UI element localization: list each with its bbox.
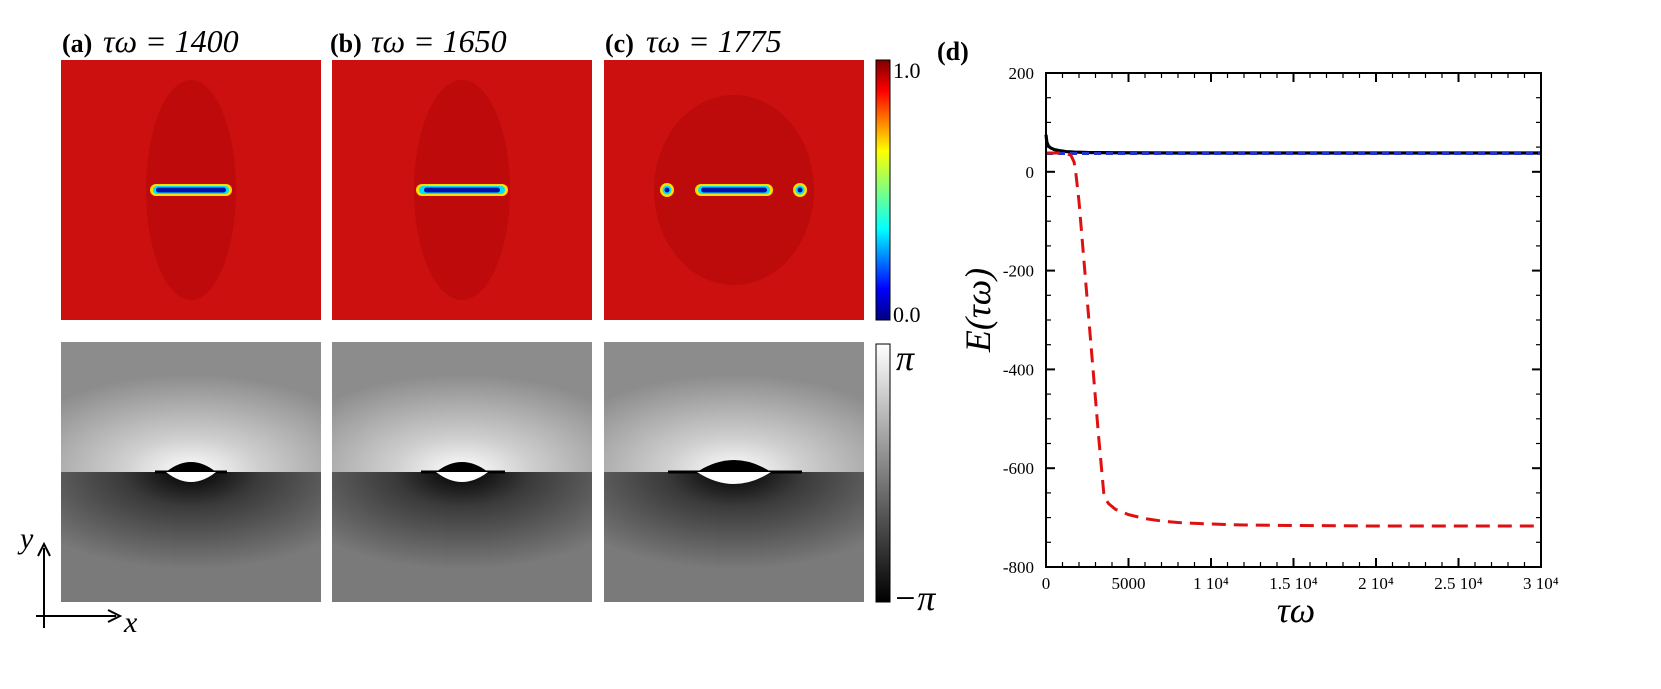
- x-tick-label: 0: [1042, 574, 1051, 593]
- panel-time-a: τω = 1400: [103, 23, 239, 59]
- panel-title-c: (c) τω = 1775: [605, 23, 782, 59]
- chart-x-axis-label: τω: [1277, 590, 1315, 630]
- chart-frame: [1045, 72, 1542, 568]
- y-tick-label: -400: [1003, 360, 1034, 379]
- coordinate-axes: y x: [17, 522, 138, 639]
- y-arrowhead: [37, 541, 51, 557]
- x-tick-label: 2 10⁴: [1358, 574, 1394, 593]
- density-map-b: [332, 60, 592, 320]
- panel-time-c: τω = 1775: [646, 23, 782, 59]
- x-arrowhead: [107, 609, 123, 623]
- density-colorbar-min: 0.0: [893, 302, 921, 327]
- phase-colorbar-max: π: [896, 338, 915, 378]
- panel-label-b: (b): [330, 29, 362, 58]
- phase-colorbar: π −π: [875, 338, 936, 618]
- y-tick-label: -600: [1003, 459, 1034, 478]
- panel-title-b: (b) τω = 1650: [330, 23, 507, 59]
- density-colorbar: 1.0 0.0: [875, 58, 921, 327]
- density-map-a: [61, 60, 321, 320]
- chart-series: [1044, 134, 1541, 528]
- panel-time-b: τω = 1650: [371, 23, 507, 59]
- y-tick-label: 0: [1026, 163, 1035, 182]
- panel-title-a: (a) τω = 1400: [62, 23, 239, 59]
- chart-y-axis-label: E(τω): [958, 268, 998, 353]
- phase-map-b: [332, 342, 592, 602]
- x-tick-label: 1.5 10⁴: [1269, 574, 1318, 593]
- panel-label-c: (c): [605, 29, 634, 58]
- density-colorbar-max: 1.0: [893, 58, 921, 83]
- series-line-2: [1046, 151, 1541, 528]
- y-tick-label: -800: [1003, 558, 1034, 577]
- x-arrow-label: x: [123, 606, 138, 639]
- chart-panel-label: (d): [937, 37, 969, 66]
- phase-colorbar-min: −π: [893, 578, 936, 618]
- phase-map-c: [604, 342, 864, 602]
- series-line-0: [1044, 134, 1541, 155]
- panel-label-a: (a): [62, 29, 92, 58]
- y-arrow-label: y: [17, 522, 34, 555]
- x-tick-label: 3 10⁴: [1523, 574, 1559, 593]
- phase-map-a: [61, 342, 321, 602]
- density-map-c: [604, 60, 864, 320]
- chart-ticks: 0 5000 1 10⁴ 1.5 10⁴ 2 10⁴ 2.5 10⁴ 3 10⁴ 200 0 -2…: [1003, 64, 1559, 593]
- y-tick-label: 200: [1009, 64, 1035, 83]
- x-tick-label: 1 10⁴: [1193, 574, 1229, 593]
- x-tick-label: 2.5 10⁴: [1434, 574, 1483, 593]
- y-tick-label: -200: [1003, 262, 1034, 281]
- x-tick-label: 5000: [1112, 574, 1146, 593]
- energy-chart: (d) 0 5000 1 10⁴ 1.5 10⁴ 2 10⁴ 2.5 10⁴ 3 10⁴ 20…: [937, 37, 1559, 630]
